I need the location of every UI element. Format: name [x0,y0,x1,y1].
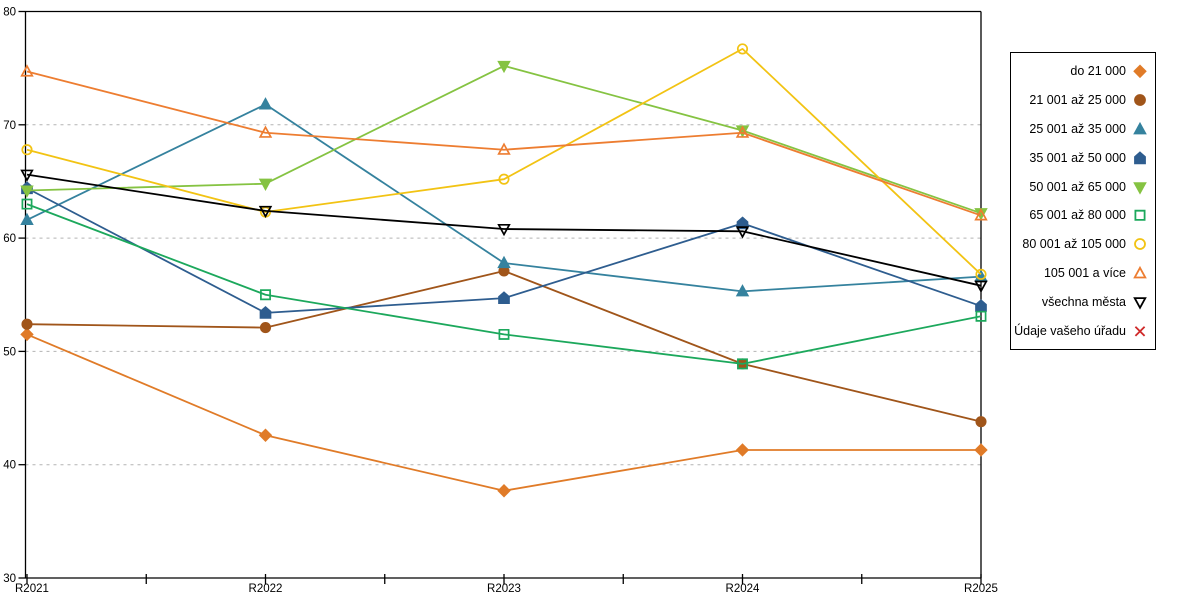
legend-item-65-001-a-80-000: 65 001 až 80 000 [1011,202,1155,228]
marker-diamond-do-21-000 [20,327,34,342]
marker-pentagon-35-001-a-50-000 [736,216,749,230]
y-tick-label: 70 [3,120,16,132]
square-icon [1134,210,1146,222]
marker-triangle-up-105-001-a-v-ce [20,64,34,77]
x-tick-label: R2025 [964,583,998,595]
marker-square-65-001-a-80-000 [498,328,510,340]
x-tick-label: R2021 [15,583,49,595]
series-line-105-001-a-v-ce [26,70,982,217]
marker-circle-21-001-a-25-000 [259,322,272,334]
legend-label: 21 001 až 25 000 [1029,92,1126,107]
marker-circle-80-001-a-105-000 [21,144,33,156]
legend-label: 65 001 až 80 000 [1029,208,1126,223]
marker-triangle-up-105-001-a-v-ce [497,142,511,155]
marker-triangle-down-50-001-a-65-000 [258,178,273,191]
marker-triangle-up-25-001-a-35-000 [258,97,273,110]
marker-square-65-001-a-80-000 [975,310,987,322]
marker-pentagon-35-001-a-50-000 [975,299,987,312]
marker-circle-80-001-a-105-000 [498,173,510,185]
legend-label: 80 001 až 105 000 [1022,237,1126,252]
triangle-down-icon [1133,297,1147,310]
circle-icon [1134,238,1146,251]
marker-diamond-do-21-000 [497,484,511,498]
x-tick-label: R2024 [726,583,760,595]
series-line-do-21-000 [26,333,981,492]
legend-item-50-001-a-65-000: 50 001 až 65 000 [1011,174,1155,200]
marker-triangle-up-25-001-a-35-000 [735,284,750,297]
legend-label: 105 001 a více [1043,266,1126,281]
x-tick-label: R2022 [249,583,283,595]
legend-label: všechna města [1041,295,1126,310]
marker-circle-21-001-a-25-000 [21,318,33,330]
marker-circle-21-001-a-25-000 [975,416,987,428]
marker-square-65-001-a-80-000 [21,198,33,210]
marker-triangle-down-50-001-a-65-000 [20,185,34,198]
legend-label: 50 001 až 65 000 [1029,179,1126,194]
y-tick-label: 50 [3,346,16,358]
marker-triangle-down-v-echna-m-sta [20,169,34,182]
triangle-up-icon [1133,266,1147,279]
marker-diamond-do-21-000 [974,443,988,457]
legend-item-105-001-a-v-ce: 105 001 a více [1011,260,1155,286]
legend-item-do-21-000: do 21 000 [1011,58,1155,84]
x-tick-label: R2023 [487,583,521,595]
marker-triangle-down-50-001-a-65-000 [497,60,511,74]
legend-label: do 21 000 [1070,63,1126,78]
marker-triangle-up-105-001-a-v-ce [735,125,750,138]
marker-triangle-up-105-001-a-v-ce [258,125,273,138]
pentagon-icon [1134,150,1146,164]
legend: do 21 000 21 001 až 25 000 25 001 až 35 00… [1010,52,1156,350]
marker-diamond-do-21-000 [258,428,273,442]
marker-diamond-do-21-000 [735,443,750,457]
series-line-65-001-a-80-000 [26,203,982,365]
legend-label: Údaje vašeho úřadu [1014,324,1126,339]
marker-triangle-up-25-001-a-35-000 [497,255,511,269]
legend-item-25-001-a-35-000: 25 001 až 35 000 [1011,116,1155,142]
x-icon [1134,326,1146,337]
marker-square-65-001-a-80-000 [260,289,271,301]
legend-item-35-001-a-50-000: 35 001 až 50 000 [1011,145,1155,171]
legend-item-80-001-a-105-000: 80 001 až 105 000 [1011,231,1155,257]
legend-item-v-echna-m-sta: všechna města [1011,289,1155,315]
triangle-up-icon [1133,121,1147,135]
marker-circle-80-001-a-105-000 [736,43,749,55]
series-line-80-001-a-105-000 [26,47,982,276]
legend-item-daje-va-eho-adu: Údaje vašeho úřadu [1011,318,1155,344]
marker-triangle-up-25-001-a-35-000 [20,212,34,226]
marker-triangle-down-v-echna-m-sta [974,280,988,293]
y-tick-label: 30 [3,573,16,585]
y-tick-label: 60 [3,233,16,245]
marker-pentagon-35-001-a-50-000 [498,291,510,304]
marker-triangle-down-v-echna-m-sta [258,205,273,219]
y-tick-label: 80 [3,7,16,19]
legend-label: 25 001 až 35 000 [1029,121,1126,136]
marker-square-65-001-a-80-000 [737,358,748,370]
legend-item-21-001-a-25-000: 21 001 až 25 000 [1011,87,1155,113]
circle-icon [1134,93,1146,106]
marker-pentagon-35-001-a-50-000 [259,305,272,319]
series-line-v-echna-m-sta [26,173,982,287]
diamond-icon [1133,64,1147,78]
y-tick-label: 40 [3,460,16,472]
triangle-down-icon [1133,181,1147,195]
marker-circle-80-001-a-105-000 [975,268,987,280]
marker-triangle-down-v-echna-m-sta [497,223,511,237]
legend-label: 35 001 až 50 000 [1029,150,1126,165]
marker-triangle-down-v-echna-m-sta [735,226,750,239]
marker-triangle-up-105-001-a-v-ce [974,208,988,221]
